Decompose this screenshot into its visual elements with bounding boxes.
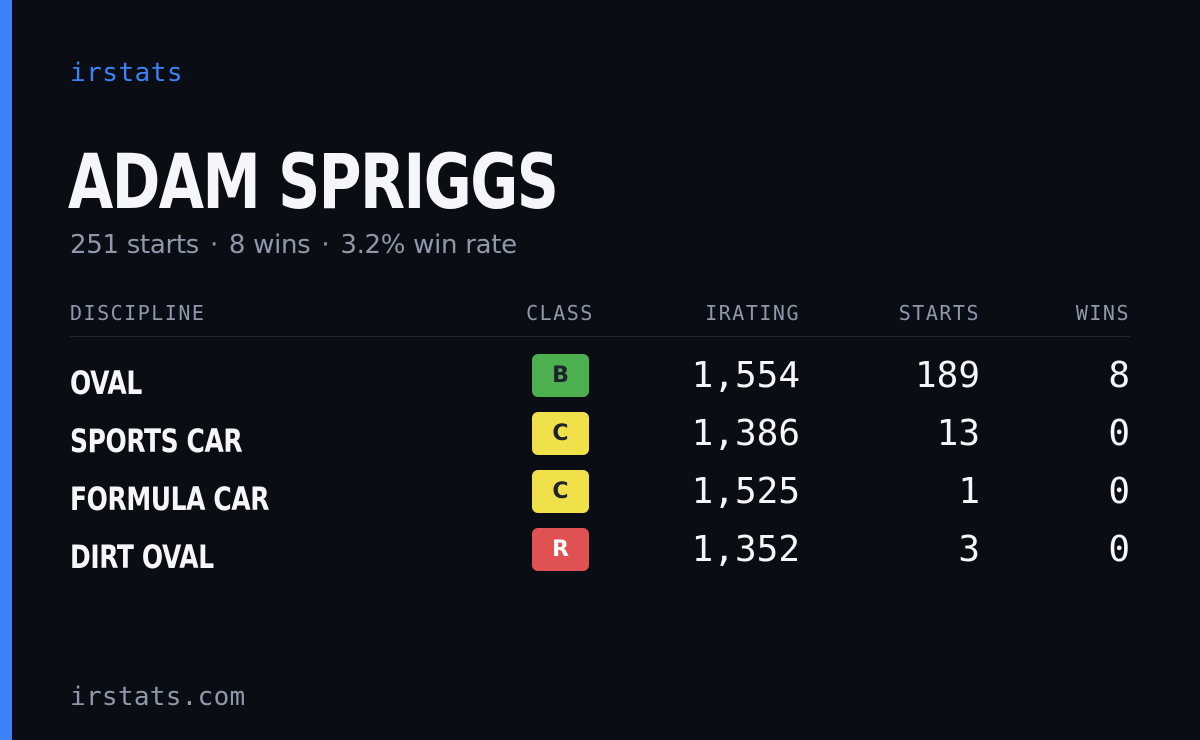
accent-bar (0, 0, 12, 740)
wins-value: 0 (1108, 413, 1130, 454)
table-row: FORMULA CAR C 1,525 1 0 (70, 469, 1130, 527)
discipline-name: DIRT OVAL (70, 538, 214, 576)
discipline-name: SPORTS CAR (70, 422, 243, 460)
summary-starts: 251 starts (70, 230, 199, 260)
irating-value: 1,554 (691, 355, 800, 396)
footer-url: irstats.com (70, 682, 246, 712)
summary-win-rate: 3.2% win rate (340, 230, 517, 260)
table-row: OVAL B 1,554 189 8 (70, 353, 1130, 411)
column-header-starts: STARTS (898, 301, 980, 325)
summary-separator: · (209, 230, 218, 260)
column-header-wins: WINS (1075, 301, 1130, 325)
wins-value: 0 (1108, 471, 1130, 512)
irating-value: 1,525 (691, 471, 800, 512)
summary-wins: 8 wins (228, 230, 311, 260)
discipline-name: OVAL (70, 364, 142, 402)
table-body: OVAL B 1,554 189 8 SPORTS CAR C 1,386 13… (70, 353, 1130, 585)
irating-value: 1,386 (691, 413, 800, 454)
class-badge: R (532, 528, 589, 571)
class-badge: C (532, 412, 589, 455)
driver-name: ADAM SPRIGGS (68, 137, 559, 226)
wins-value: 8 (1108, 355, 1130, 396)
table-header: DISCIPLINE CLASS IRATING STARTS WINS (70, 296, 1130, 337)
discipline-stats-table: DISCIPLINE CLASS IRATING STARTS WINS OVA… (70, 296, 1130, 585)
starts-value: 13 (936, 413, 980, 454)
table-row: DIRT OVAL R 1,352 3 0 (70, 527, 1130, 585)
discipline-name: FORMULA CAR (70, 480, 270, 518)
class-badge: C (532, 470, 589, 513)
starts-value: 3 (958, 529, 980, 570)
wins-value: 0 (1108, 529, 1130, 570)
column-header-discipline: DISCIPLINE (70, 301, 206, 325)
irating-value: 1,352 (691, 529, 800, 570)
starts-value: 189 (914, 355, 980, 396)
class-badge: B (532, 354, 589, 397)
starts-value: 1 (958, 471, 980, 512)
column-header-irating: IRATING (705, 301, 800, 325)
career-summary: 251 starts · 8 wins · 3.2% win rate (70, 228, 517, 262)
table-row: SPORTS CAR C 1,386 13 0 (70, 411, 1130, 469)
summary-separator: · (321, 230, 330, 260)
column-header-class: CLASS (526, 301, 594, 325)
brand-logo: irstats (70, 58, 184, 88)
